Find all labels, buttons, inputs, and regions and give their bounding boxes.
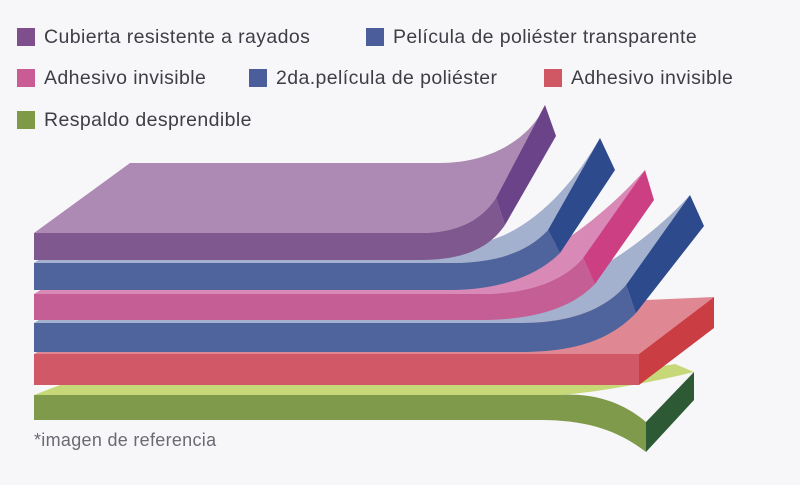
layer-respaldo-front (34, 394, 646, 452)
legend-item-cubierta: Cubierta resistente a rayados (17, 24, 310, 50)
legend-swatch (17, 111, 35, 129)
layer-adhesivo-2-side (639, 297, 714, 385)
layer-pelicula-1-front (34, 230, 560, 290)
legend-item-respaldo: Respaldo desprendible (17, 107, 252, 133)
legend-label: Película de poliéster transparente (393, 25, 698, 48)
legend-swatch (17, 69, 35, 87)
legend-swatch (17, 28, 35, 46)
legend-item-pelicula: Película de poliéster transparente (366, 24, 697, 50)
legend-swatch (366, 28, 384, 46)
legend-label: Respaldo desprendible (44, 108, 252, 131)
legend-item-pelicula-2: 2da.película de poliéster (249, 65, 497, 91)
layer-adhesivo-2-front (34, 354, 639, 385)
layer-pelicula-1-side (548, 138, 615, 253)
layer-cubierta (34, 105, 556, 260)
legend-label: Adhesivo invisible (44, 66, 207, 89)
legend-item-adhesivo-1: Adhesivo invisible (17, 65, 206, 91)
legend-swatch (249, 69, 267, 87)
layer-adhesivo-1-front (34, 258, 595, 320)
layer-pelicula-2-front (34, 285, 636, 352)
footnote: *imagen de referencia (34, 430, 217, 450)
layer-cubierta-side (496, 105, 556, 225)
legend-label: 2da.película de poliéster (276, 66, 498, 89)
layer-adhesivo-1-side (583, 170, 654, 284)
legend-swatch (544, 69, 562, 87)
legend-label: Adhesivo invisible (571, 66, 734, 89)
layer-respaldo (34, 364, 694, 452)
layer-respaldo-top (34, 364, 694, 395)
layer-cubierta-front (34, 198, 505, 260)
legend-label: Cubierta resistente a rayados (44, 25, 311, 48)
layer-pelicula-2-side (626, 195, 704, 313)
legend-item-adhesivo-2: Adhesivo invisible (544, 65, 733, 91)
layer-respaldo-side (646, 372, 694, 452)
layer-cubierta-top (34, 105, 545, 233)
